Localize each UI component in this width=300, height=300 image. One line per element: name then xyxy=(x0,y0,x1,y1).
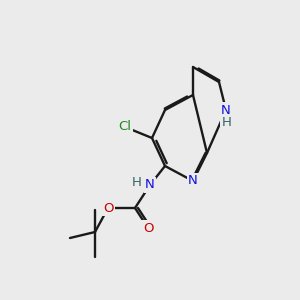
Text: O: O xyxy=(103,202,113,214)
Text: H: H xyxy=(222,116,232,130)
Text: N: N xyxy=(221,103,231,116)
Text: Cl: Cl xyxy=(118,121,131,134)
Text: H: H xyxy=(132,176,142,188)
Text: N: N xyxy=(145,178,155,191)
Text: N: N xyxy=(188,175,198,188)
Text: O: O xyxy=(143,221,153,235)
